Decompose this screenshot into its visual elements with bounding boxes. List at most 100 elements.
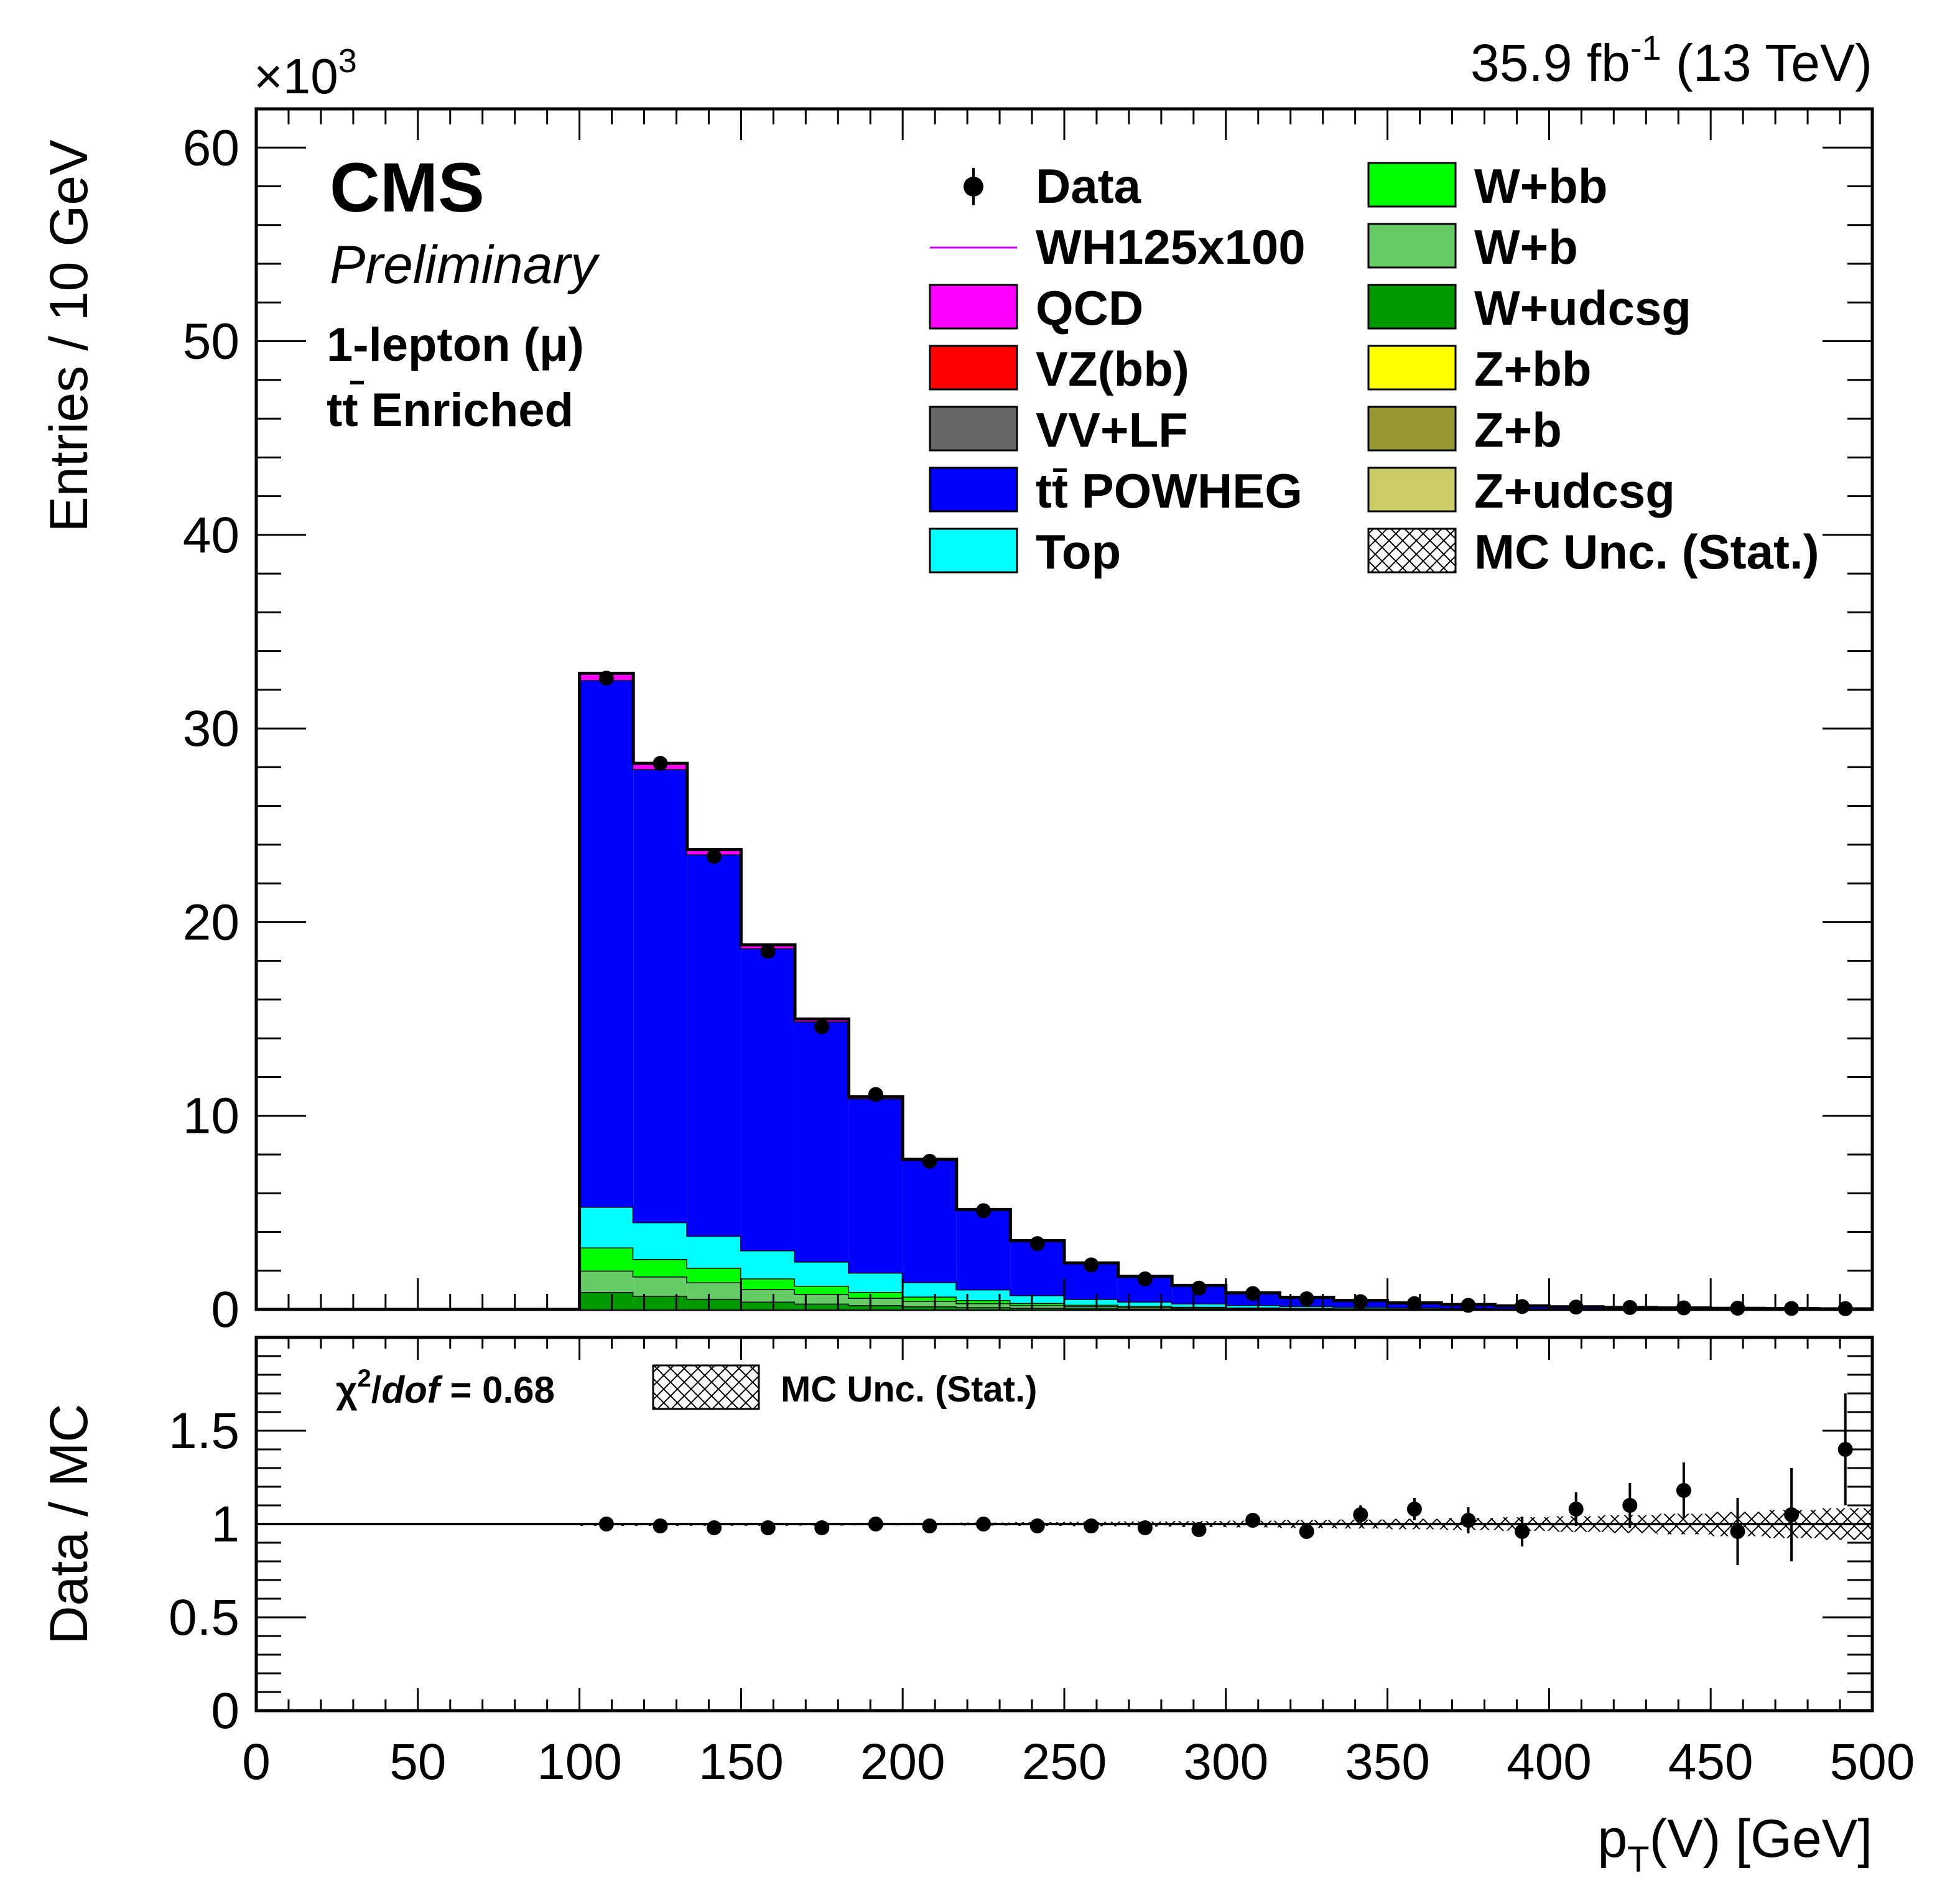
data-point (1029, 1236, 1045, 1252)
legend-entry: Z+bb (1367, 342, 1592, 396)
legend-entry: Z+b (1367, 402, 1562, 457)
legend-entry: tt POWHEG (929, 463, 1303, 518)
data-point (1137, 1271, 1153, 1286)
legend-entry: MC Unc. (Stat.) (1367, 524, 1819, 579)
ratio-point (1137, 1520, 1153, 1535)
ratio-point (1353, 1505, 1368, 1524)
status-label: Preliminary (330, 235, 600, 295)
ratio-point (707, 1520, 722, 1535)
x-tick-label: 50 (389, 1734, 446, 1790)
stack-bar (903, 1282, 957, 1297)
ratio-points (598, 1393, 1853, 1565)
data-points (598, 671, 1853, 1316)
stack-bar (903, 1301, 957, 1307)
region-label: tt Enriched (327, 381, 574, 437)
stack-bar (1280, 1306, 1334, 1308)
ratio-y-tick-labels: 0 0.5 1 1.5 (169, 1403, 239, 1739)
main-panel: 0 10 20 30 40 50 60 (183, 107, 1874, 1338)
legend-entry: Data (964, 159, 1141, 213)
stack-bar (633, 1276, 687, 1296)
data-point (1406, 1296, 1422, 1311)
y-tick-label: 20 (183, 894, 239, 950)
x-tick-label: 100 (537, 1734, 622, 1790)
ratio-point (1837, 1393, 1853, 1505)
stack-bar (579, 1270, 634, 1292)
y-tick-label: 50 (183, 314, 239, 370)
stack-bar (633, 769, 687, 1222)
data-point (1784, 1301, 1800, 1316)
ratio-point (1622, 1483, 1638, 1528)
data-point (1191, 1280, 1207, 1296)
stack-bar (1172, 1303, 1226, 1307)
experiment-label: CMS (330, 149, 485, 226)
x-tick-label: 150 (699, 1734, 784, 1790)
legend-label: Data (1036, 159, 1141, 213)
legend-entry: Top (929, 524, 1121, 579)
y-axis-label-main: Entries / 10 GeV (39, 140, 99, 532)
ratio-point (1084, 1518, 1099, 1533)
ratio-y-tick-label: 0 (211, 1683, 239, 1739)
legend-label: QCD (1036, 281, 1143, 335)
legend-entry: W+udcsg (1367, 281, 1691, 335)
data-point (1622, 1299, 1638, 1315)
ratio-point (760, 1520, 776, 1535)
stack-bar (1010, 1305, 1064, 1308)
data-point (598, 671, 614, 686)
ratio-point (1406, 1498, 1422, 1520)
stack-bar (956, 1303, 1011, 1308)
stack-bar (848, 1305, 903, 1309)
stack-bar (795, 1262, 849, 1286)
ratio-point (653, 1518, 668, 1533)
stack-bar (956, 1210, 1011, 1290)
data-point (1245, 1286, 1261, 1301)
y-tick-label: 0 (211, 1281, 239, 1338)
legend-entry: WH125x100 (930, 220, 1306, 274)
ratio-point (1784, 1468, 1800, 1561)
ratio-y-tick-label: 1.5 (169, 1403, 239, 1459)
stack-bar (848, 1098, 903, 1273)
stack-bar (795, 1021, 849, 1262)
data-point (868, 1087, 883, 1102)
legend-entry: QCD (929, 281, 1143, 335)
ratio-y-tick-label: 0.5 (169, 1589, 239, 1646)
stack-bar (687, 1268, 741, 1283)
stack-bar (687, 1298, 741, 1309)
exponent-label: ×103 (254, 42, 357, 104)
x-tick-label: 400 (1507, 1734, 1592, 1790)
stack-bar (579, 1291, 634, 1309)
stack-bar (1010, 1295, 1064, 1303)
ratio-point (1191, 1522, 1207, 1537)
stack-bar (1225, 1304, 1280, 1308)
stack-bar (579, 680, 634, 1207)
legend-label: Z+b (1474, 402, 1562, 457)
x-tick-label: 450 (1668, 1734, 1753, 1790)
x-tick-label: 300 (1183, 1734, 1268, 1790)
ratio-point (976, 1517, 992, 1531)
data-point (1299, 1291, 1314, 1306)
data-point (814, 1019, 830, 1034)
stack-bar (579, 1207, 634, 1248)
ratio-ticks (255, 1337, 1874, 1712)
stack-bar (848, 1291, 903, 1298)
ratio-point (1245, 1513, 1261, 1528)
stack-bar (579, 1247, 634, 1271)
ratio-point (1676, 1462, 1691, 1518)
stack-bar (741, 1301, 796, 1309)
stack-bar (741, 1289, 796, 1302)
legend-label: W+bb (1474, 159, 1607, 213)
data-point (653, 756, 668, 771)
legend-label: VZ(bb) (1036, 342, 1189, 396)
x-tick-label: 500 (1830, 1734, 1915, 1790)
stack-bar (1118, 1301, 1173, 1306)
stack-bar (956, 1307, 1011, 1309)
legend-entry: W+b (1367, 220, 1578, 274)
chi2-label: χ2/dof = 0.68 (336, 1365, 555, 1411)
ratio-point (1730, 1498, 1745, 1565)
y-tick-label: 60 (183, 119, 239, 176)
data-point (1461, 1298, 1476, 1313)
stack-bar (1064, 1299, 1118, 1305)
x-axis-label: pT(V) [GeV] (1597, 1809, 1872, 1880)
ratio-point (1299, 1524, 1314, 1539)
stack-bar (795, 1286, 849, 1294)
